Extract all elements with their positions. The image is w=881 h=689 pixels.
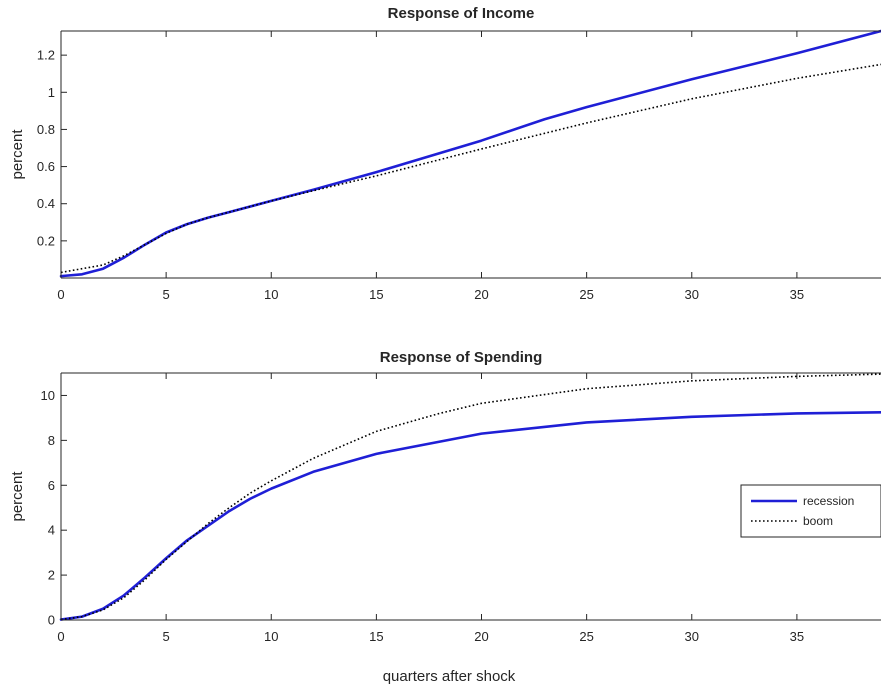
y-tick-label: 0.8 (37, 122, 55, 137)
legend-label-recession: recession (803, 494, 854, 508)
y-tick-label: 0.6 (37, 159, 55, 174)
chart-title: Response of Income (388, 5, 535, 22)
legend-box (740, 484, 881, 538)
spending-panel: 0 5 10 15 20 25 30 35 0 2 4 6 8 10 Response of Spendin… (9, 349, 881, 685)
chart-title: Response of Spending (380, 349, 543, 366)
x-tick-label: 35 (790, 287, 804, 302)
legend: recession boom (740, 484, 881, 538)
y-tick-label: 10 (41, 388, 55, 403)
x-tick-label: 20 (474, 287, 488, 302)
y-tick-label: 4 (48, 523, 55, 538)
x-tick-label: 15 (369, 287, 383, 302)
y-tick-label: 8 (48, 433, 55, 448)
x-tick-label: 35 (790, 629, 804, 644)
x-tick-label: 25 (579, 629, 593, 644)
x-tick-label: 0 (57, 287, 64, 302)
y-tick-label: 0 (48, 613, 55, 628)
plot-area (61, 31, 881, 278)
x-tick-label: 30 (685, 629, 699, 644)
y-tick-label: 0.2 (37, 233, 55, 248)
series-line-boom (60, 63, 881, 274)
y-tick-label: 6 (48, 478, 55, 493)
x-axis-label: quarters after shock (383, 668, 516, 685)
y-axis-label: percent (9, 471, 26, 522)
series-line-recession (59, 410, 881, 621)
x-tick-label: 15 (369, 629, 383, 644)
x-tick-label: 5 (163, 287, 170, 302)
x-tick-label: 30 (685, 287, 699, 302)
series-line-recession (59, 29, 881, 278)
x-tick-label: 0 (57, 629, 64, 644)
x-tick-label: 25 (579, 287, 593, 302)
y-tick-label: 2 (48, 568, 55, 583)
x-tick-label: 20 (474, 629, 488, 644)
income-panel: 0 5 10 15 20 25 30 35 0.2 0.4 0.6 0.8 1 1.2 Response o… (9, 5, 881, 302)
y-tick-label: 1 (48, 85, 55, 100)
y-tick-label: 0.4 (37, 196, 55, 211)
legend-label-boom: boom (803, 514, 833, 528)
x-tick-label: 10 (264, 287, 278, 302)
x-tick-label: 5 (163, 629, 170, 644)
y-tick-label: 1.2 (37, 48, 55, 63)
x-tick-label: 10 (264, 629, 278, 644)
y-axis-label: percent (9, 129, 26, 180)
